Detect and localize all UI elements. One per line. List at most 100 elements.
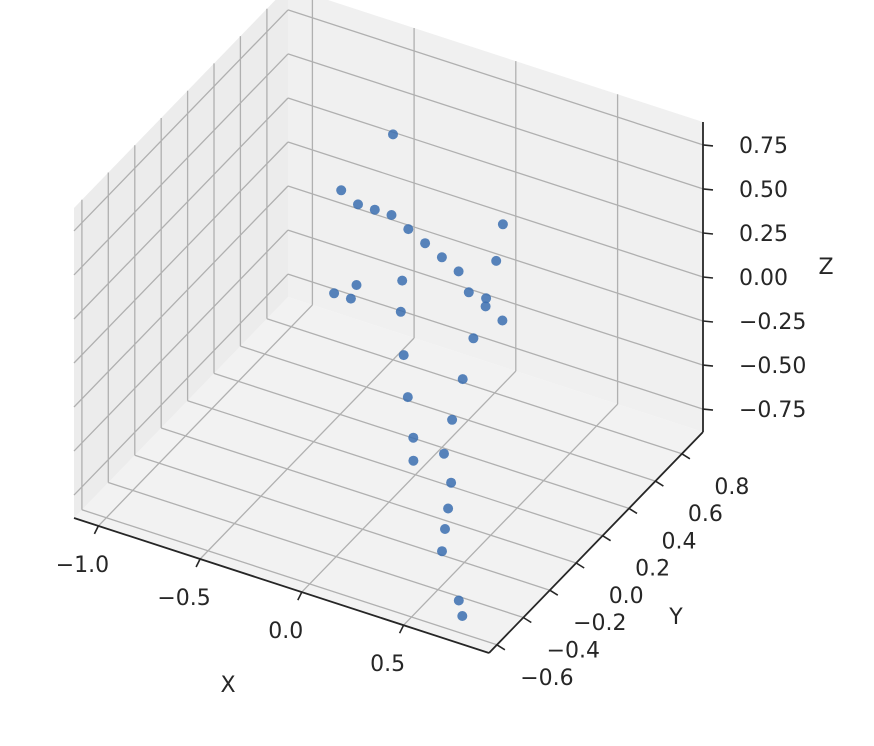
y-tick-label: −0.4: [547, 639, 600, 664]
z-gridline-back: [287, 97, 704, 234]
scatter-point: [420, 238, 431, 249]
y-tick-mark: [654, 480, 664, 487]
scatter-point: [497, 219, 508, 230]
x-tick-mark: [297, 591, 303, 601]
z-gridline-back: [287, 53, 704, 190]
y-tick-label: 0.8: [714, 475, 749, 500]
z-tick-mark: [702, 364, 714, 367]
y-tick-mark: [522, 616, 532, 624]
y-gridline-floor: [81, 509, 498, 646]
x-gridline-floor: [199, 337, 415, 560]
scatter-point: [468, 333, 479, 344]
z-gridline-back: [287, 9, 704, 146]
y-tick-mark: [602, 535, 612, 542]
scatter-point: [402, 392, 413, 403]
z-gridline-left: [73, 273, 289, 496]
z-tick-mark: [702, 188, 714, 191]
y-tick-label: −0.6: [520, 666, 573, 691]
y-tick-mark: [575, 562, 585, 569]
scatter-point: [447, 414, 458, 425]
y-tick-mark: [681, 453, 691, 460]
scatter-point: [439, 448, 449, 459]
y-gridline-floor: [240, 345, 656, 482]
y-tick-label: 0.4: [662, 529, 697, 554]
scatter-point: [353, 199, 363, 210]
x-gridline-floor: [97, 304, 313, 527]
scatter-point: [457, 611, 468, 621]
y-axis-line: [488, 431, 704, 654]
z-gridline-left: [73, 97, 289, 320]
z-tick-label: 0.00: [739, 266, 788, 291]
scatter-point: [453, 595, 464, 606]
y-gridline-floor: [266, 318, 683, 455]
z-gridline-back: [287, 229, 704, 366]
z-gridline-back: [287, 273, 704, 410]
scatter-point: [491, 255, 502, 266]
x-tick-mark: [195, 558, 201, 568]
points-layer: [329, 129, 508, 621]
scatter-point: [386, 210, 397, 220]
scatter-point: [443, 503, 454, 514]
y-tick-label: 0.6: [688, 502, 723, 527]
y-tick-label: −0.2: [573, 611, 626, 636]
y-tick-mark: [549, 589, 559, 596]
scatter-point: [480, 301, 491, 312]
z-tick-label: −0.50: [739, 354, 806, 379]
scatter-point: [395, 306, 406, 317]
y-tick-label: 0.2: [635, 557, 670, 582]
z-gridline-left: [73, 141, 289, 364]
axes-layer: [73, 122, 714, 654]
z-gridline-left: [73, 53, 289, 276]
z-gridline-left: [73, 9, 289, 232]
y-tick-label: 0.0: [609, 584, 644, 609]
x-tick-label: −0.5: [157, 586, 210, 611]
scatter-point: [329, 288, 340, 299]
y-gridline-floor: [160, 427, 577, 564]
scatter-point: [345, 293, 356, 304]
x-tick-label: 0.0: [268, 619, 303, 644]
z-tick-label: 0.75: [739, 134, 788, 159]
y-gridline-floor: [108, 481, 524, 619]
z-gridline-left: [73, 229, 289, 452]
x-gridline-floor: [403, 403, 619, 626]
x-gridline-floor: [301, 370, 517, 593]
scatter-point: [440, 524, 450, 534]
z-tick-mark: [702, 320, 714, 323]
z-tick-label: 0.25: [739, 222, 788, 247]
scatter-point: [388, 129, 398, 140]
scatter-point: [437, 546, 447, 557]
tick-labels-layer: −1.0−0.50.00.5−0.6−0.4−0.20.00.20.40.60.…: [56, 134, 807, 691]
z-tick-label: −0.25: [739, 310, 806, 335]
scatter-point: [351, 280, 362, 290]
scatter-point: [436, 252, 447, 263]
grid-layer: [73, 0, 704, 646]
scatter-point: [463, 287, 474, 298]
scatter-point: [497, 315, 508, 326]
scatter-point: [397, 275, 408, 286]
scatter-point: [408, 455, 419, 466]
scatter-point: [457, 374, 468, 385]
scatter-point: [453, 266, 464, 277]
z-tick-mark: [702, 232, 714, 235]
scatter-point: [481, 293, 492, 304]
scatter-point: [398, 350, 409, 361]
left-pane: [74, 0, 288, 518]
x-axis-line: [73, 517, 490, 654]
y-axis-label: Y: [668, 605, 683, 630]
z-gridline-left: [73, 185, 289, 408]
z-tick-mark: [702, 144, 714, 147]
y-gridline-floor: [134, 454, 551, 591]
y-tick-mark: [628, 507, 638, 515]
scatter-point: [369, 204, 380, 215]
x-axis-label: X: [220, 673, 235, 698]
z-tick-mark: [702, 408, 714, 411]
scatter-point: [403, 224, 414, 235]
z-tick-mark: [702, 276, 714, 279]
z-axis-label: Z: [818, 255, 833, 280]
scatter-point: [336, 185, 347, 196]
x-tick-mark: [398, 624, 405, 634]
floor-pane: [74, 297, 703, 653]
z-tick-label: 0.50: [739, 178, 788, 203]
y-gridline-floor: [213, 372, 630, 510]
